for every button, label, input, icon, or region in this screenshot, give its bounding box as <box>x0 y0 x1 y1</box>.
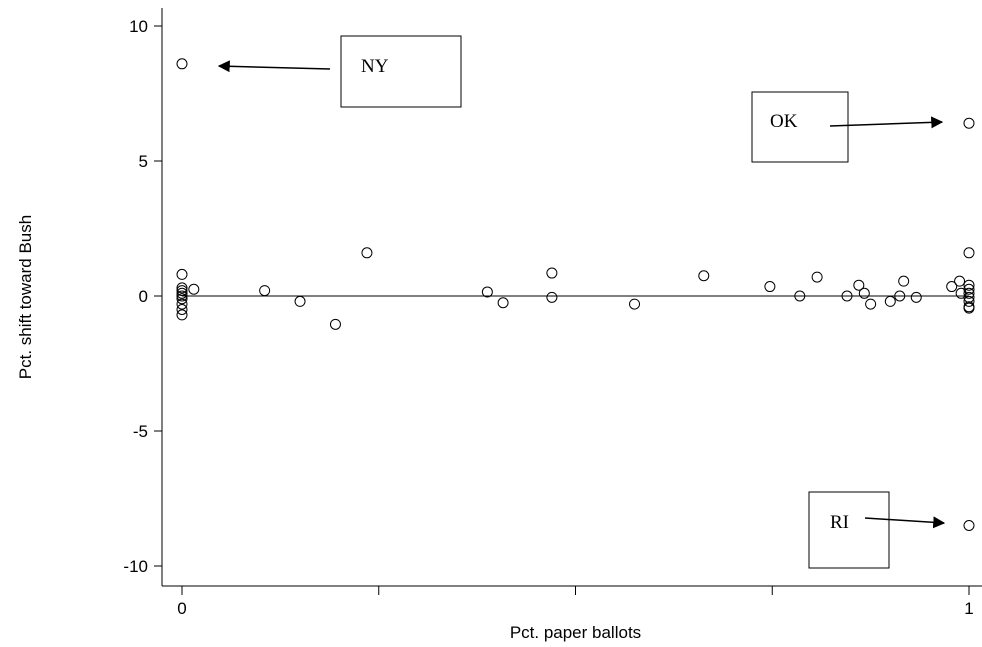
data-point <box>884 295 896 307</box>
data-point <box>259 285 271 297</box>
data-point <box>329 318 341 330</box>
annotation-box <box>751 91 849 163</box>
data-point <box>853 279 865 291</box>
y-tick-label: 5 <box>139 152 148 171</box>
axes: -10 -5 0 5 10 0 1 <box>123 8 982 618</box>
data-point <box>963 279 975 291</box>
data-point <box>963 520 975 531</box>
data-point <box>946 281 958 293</box>
data-point <box>898 275 910 287</box>
data-point <box>963 117 975 129</box>
data-point <box>176 309 188 321</box>
annotations: NY OK RI <box>217 35 946 569</box>
data-point <box>954 275 966 287</box>
annotation-box <box>808 491 890 569</box>
annotation-arrow <box>864 516 946 529</box>
data-point <box>176 287 188 299</box>
data-point <box>176 293 188 305</box>
annotation-arrow <box>829 116 944 129</box>
data-point <box>910 291 922 303</box>
data-point <box>963 287 975 299</box>
x-tick-label: 0 <box>177 599 186 618</box>
data-point <box>963 291 975 303</box>
data-point <box>481 286 493 298</box>
data-point <box>546 291 558 303</box>
data-point <box>294 295 306 307</box>
data-point <box>963 247 975 259</box>
data-point <box>794 290 806 302</box>
data-point <box>361 247 373 259</box>
y-tick-label: 0 <box>139 287 148 306</box>
data-point <box>546 267 558 279</box>
annotation-box <box>340 35 462 108</box>
x-axis-title: Pct. paper ballots <box>510 623 641 642</box>
data-point <box>188 283 200 295</box>
data-point <box>176 282 188 294</box>
data-point <box>629 298 641 310</box>
x-tick-label: 1 <box>964 599 973 618</box>
data-point <box>963 295 975 307</box>
data-point <box>811 271 823 283</box>
data-point <box>176 268 188 280</box>
data-point <box>955 287 967 299</box>
data-point <box>176 285 188 297</box>
annotation-label: RI <box>830 512 849 533</box>
data-point <box>858 287 870 299</box>
data-point <box>894 290 906 302</box>
annotation-ok: OK <box>751 91 944 163</box>
data-point <box>176 290 188 302</box>
y-tick-label: -10 <box>123 557 148 576</box>
data-point <box>176 304 188 315</box>
data-point <box>176 58 188 70</box>
data-point <box>865 298 877 310</box>
data-point <box>841 290 853 302</box>
data-point <box>963 302 975 314</box>
data-point <box>764 281 776 293</box>
data-point <box>963 283 975 295</box>
data-point <box>698 270 710 282</box>
annotation-ri: RI <box>808 491 946 569</box>
annotation-ny: NY <box>217 35 462 108</box>
annotation-arrow <box>217 60 331 73</box>
y-tick-label: 10 <box>129 17 148 36</box>
annotation-label: NY <box>361 56 389 77</box>
annotation-label: OK <box>770 111 798 132</box>
y-axis-title: Pct. shift toward Bush <box>16 215 35 379</box>
data-points <box>176 58 975 531</box>
data-point <box>497 297 509 309</box>
y-tick-label: -5 <box>133 422 148 441</box>
data-point <box>176 298 188 310</box>
